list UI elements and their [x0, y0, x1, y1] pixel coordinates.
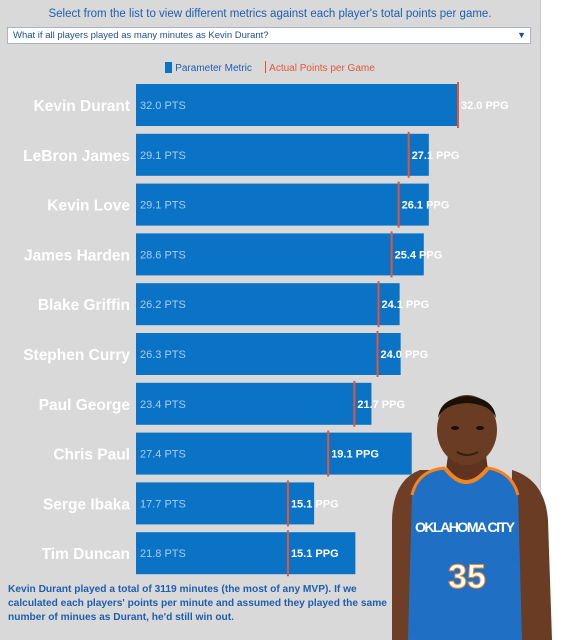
actual-ppg-label: 26.1 PPG: [402, 200, 450, 212]
chevron-down-icon[interactable]: ▼: [517, 30, 526, 40]
bar-value-label: 29.1 PTS: [140, 200, 186, 212]
bar-parameter: [136, 382, 372, 425]
category-label: Serge Ibaka: [43, 496, 130, 513]
jersey-team-text: OKLAHOMA CITY: [415, 519, 516, 535]
legend-label-parameter: Parameter Metric: [175, 63, 252, 74]
bar-value-label: 17.7 PTS: [140, 498, 186, 510]
bar-value-label: 27.4 PTS: [140, 449, 186, 461]
actual-ppg-label: 21.7 PPG: [357, 399, 405, 411]
instruction-text: Select from the list to view different m…: [48, 8, 492, 20]
legend-marker-actual: [264, 61, 267, 73]
actual-ppg-label: 32.0 PPG: [461, 100, 509, 112]
category-label: Kevin Love: [47, 198, 130, 215]
category-label: Blake Griffin: [38, 297, 130, 314]
actual-ppg-label: 24.1 PPG: [382, 299, 430, 311]
actual-ppg-label: 15.1 PPG: [291, 548, 339, 560]
legend-item-parameter: Parameter Metric: [165, 62, 252, 74]
jersey-number: 35: [448, 558, 486, 596]
category-label: Tim Duncan: [42, 546, 130, 563]
bar-value-label: 21.8 PTS: [140, 548, 186, 560]
bar-parameter: [136, 532, 356, 575]
footnote-text: Kevin Durant played a total of 3119 minu…: [8, 584, 387, 623]
bar-parameter: [136, 133, 429, 176]
category-label: James Harden: [24, 247, 130, 264]
category-label: Kevin Durant: [34, 98, 130, 115]
actual-ppg-label: 27.1 PPG: [412, 150, 460, 162]
actual-ppg-label: 19.1 PPG: [331, 449, 379, 461]
bar-value-label: 32.0 PTS: [140, 100, 186, 112]
bar-parameter: [136, 183, 429, 226]
category-label: Paul George: [39, 397, 131, 414]
category-label: LeBron James: [23, 148, 130, 165]
bar-value-label: 26.3 PTS: [140, 349, 186, 361]
bar-value-label: 26.2 PTS: [140, 299, 186, 311]
bar-value-label: 28.6 PTS: [140, 249, 186, 261]
category-label: Chris Paul: [53, 447, 130, 464]
bar-parameter: [136, 333, 401, 375]
dropdown-value: What if all players played as many minut…: [13, 30, 269, 41]
legend-label-actual: Actual Points per Game: [269, 63, 375, 74]
bar-parameter: [136, 84, 458, 126]
bar-parameter: [136, 432, 412, 475]
legend-swatch-parameter: [165, 62, 173, 73]
actual-ppg-label: 24.0 PPG: [381, 349, 429, 361]
bar-parameter: [136, 482, 315, 525]
category-label: Stephen Curry: [23, 347, 130, 364]
legend-item-actual: Actual Points per Game: [264, 61, 375, 74]
bar-value-label: 23.4 PTS: [140, 399, 186, 411]
actual-ppg-label: 15.1 PPG: [291, 498, 339, 510]
bar-parameter: [136, 233, 424, 276]
bar-value-label: 29.1 PTS: [140, 150, 186, 162]
actual-ppg-label: 25.4 PPG: [395, 249, 443, 261]
bar-chart: Kevin Durant 32.0 PTS 32.0 PPG LeBron James…: [23, 82, 509, 577]
metric-dropdown[interactable]: What if all players played as many minut…: [7, 27, 531, 44]
chart-legend: Parameter Metric Actual Points per Game: [0, 61, 540, 74]
bar-parameter: [136, 283, 400, 326]
